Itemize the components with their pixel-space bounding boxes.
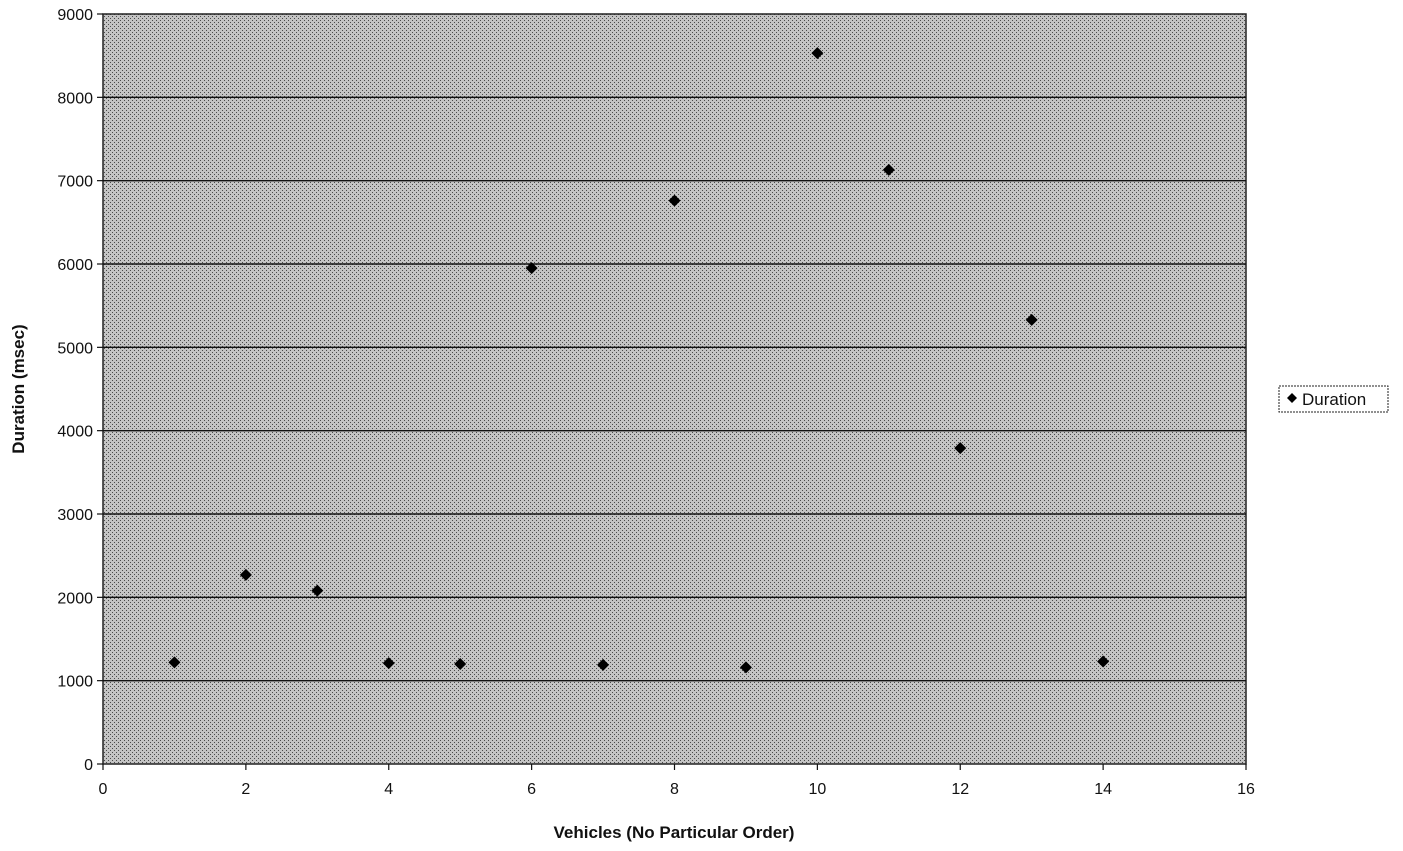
data-point bbox=[454, 658, 467, 670]
data-point bbox=[525, 262, 538, 275]
y-axis-title: Duration (msec) bbox=[9, 324, 28, 453]
data-point bbox=[168, 656, 181, 669]
data-point bbox=[811, 47, 824, 60]
y-tick-label: 8000 bbox=[57, 90, 93, 107]
y-tick-label: 6000 bbox=[57, 257, 93, 274]
y-tick-label: 9000 bbox=[57, 7, 93, 24]
data-point bbox=[311, 584, 324, 597]
plot-area bbox=[102, 13, 1247, 765]
x-tick-label: 0 bbox=[99, 781, 108, 798]
data-point bbox=[668, 194, 681, 207]
data-point bbox=[597, 658, 610, 671]
y-tick-label: 3000 bbox=[57, 507, 93, 524]
legend: Duration bbox=[1278, 385, 1389, 413]
data-point bbox=[239, 568, 252, 581]
data-point bbox=[382, 657, 395, 670]
y-tick-label: 2000 bbox=[57, 590, 93, 607]
x-tick-label: 10 bbox=[808, 781, 826, 798]
y-tick-label: 1000 bbox=[57, 674, 93, 691]
data-point bbox=[882, 163, 895, 176]
data-points bbox=[168, 47, 1110, 674]
x-tick-label: 16 bbox=[1237, 781, 1255, 798]
data-point bbox=[739, 661, 752, 674]
y-axis-ticks: 0 1000 2000 3000 4000 5000 6000 7000 8000 9000 bbox=[57, 7, 103, 774]
data-point bbox=[1025, 313, 1038, 326]
legend-marker-icon bbox=[1287, 393, 1297, 403]
data-point bbox=[1097, 655, 1110, 668]
x-tick-label: 12 bbox=[951, 781, 969, 798]
gridlines bbox=[103, 96, 1246, 682]
x-tick-label: 2 bbox=[241, 781, 250, 798]
x-tick-label: 8 bbox=[670, 781, 679, 798]
x-tick-label: 14 bbox=[1094, 781, 1112, 798]
x-axis-title: Vehicles (No Particular Order) bbox=[554, 823, 795, 842]
x-axis-ticks: 0 2 4 6 8 10 12 14 16 bbox=[99, 764, 1255, 798]
y-tick-label: 7000 bbox=[57, 174, 93, 191]
y-tick-label: 5000 bbox=[57, 340, 93, 357]
y-tick-label: 0 bbox=[84, 757, 93, 774]
x-tick-label: 4 bbox=[384, 781, 393, 798]
x-tick-label: 6 bbox=[527, 781, 536, 798]
legend-box bbox=[1278, 385, 1389, 413]
legend-label-duration: Duration bbox=[1302, 390, 1366, 409]
data-point bbox=[954, 442, 967, 455]
y-tick-label: 4000 bbox=[57, 424, 93, 441]
